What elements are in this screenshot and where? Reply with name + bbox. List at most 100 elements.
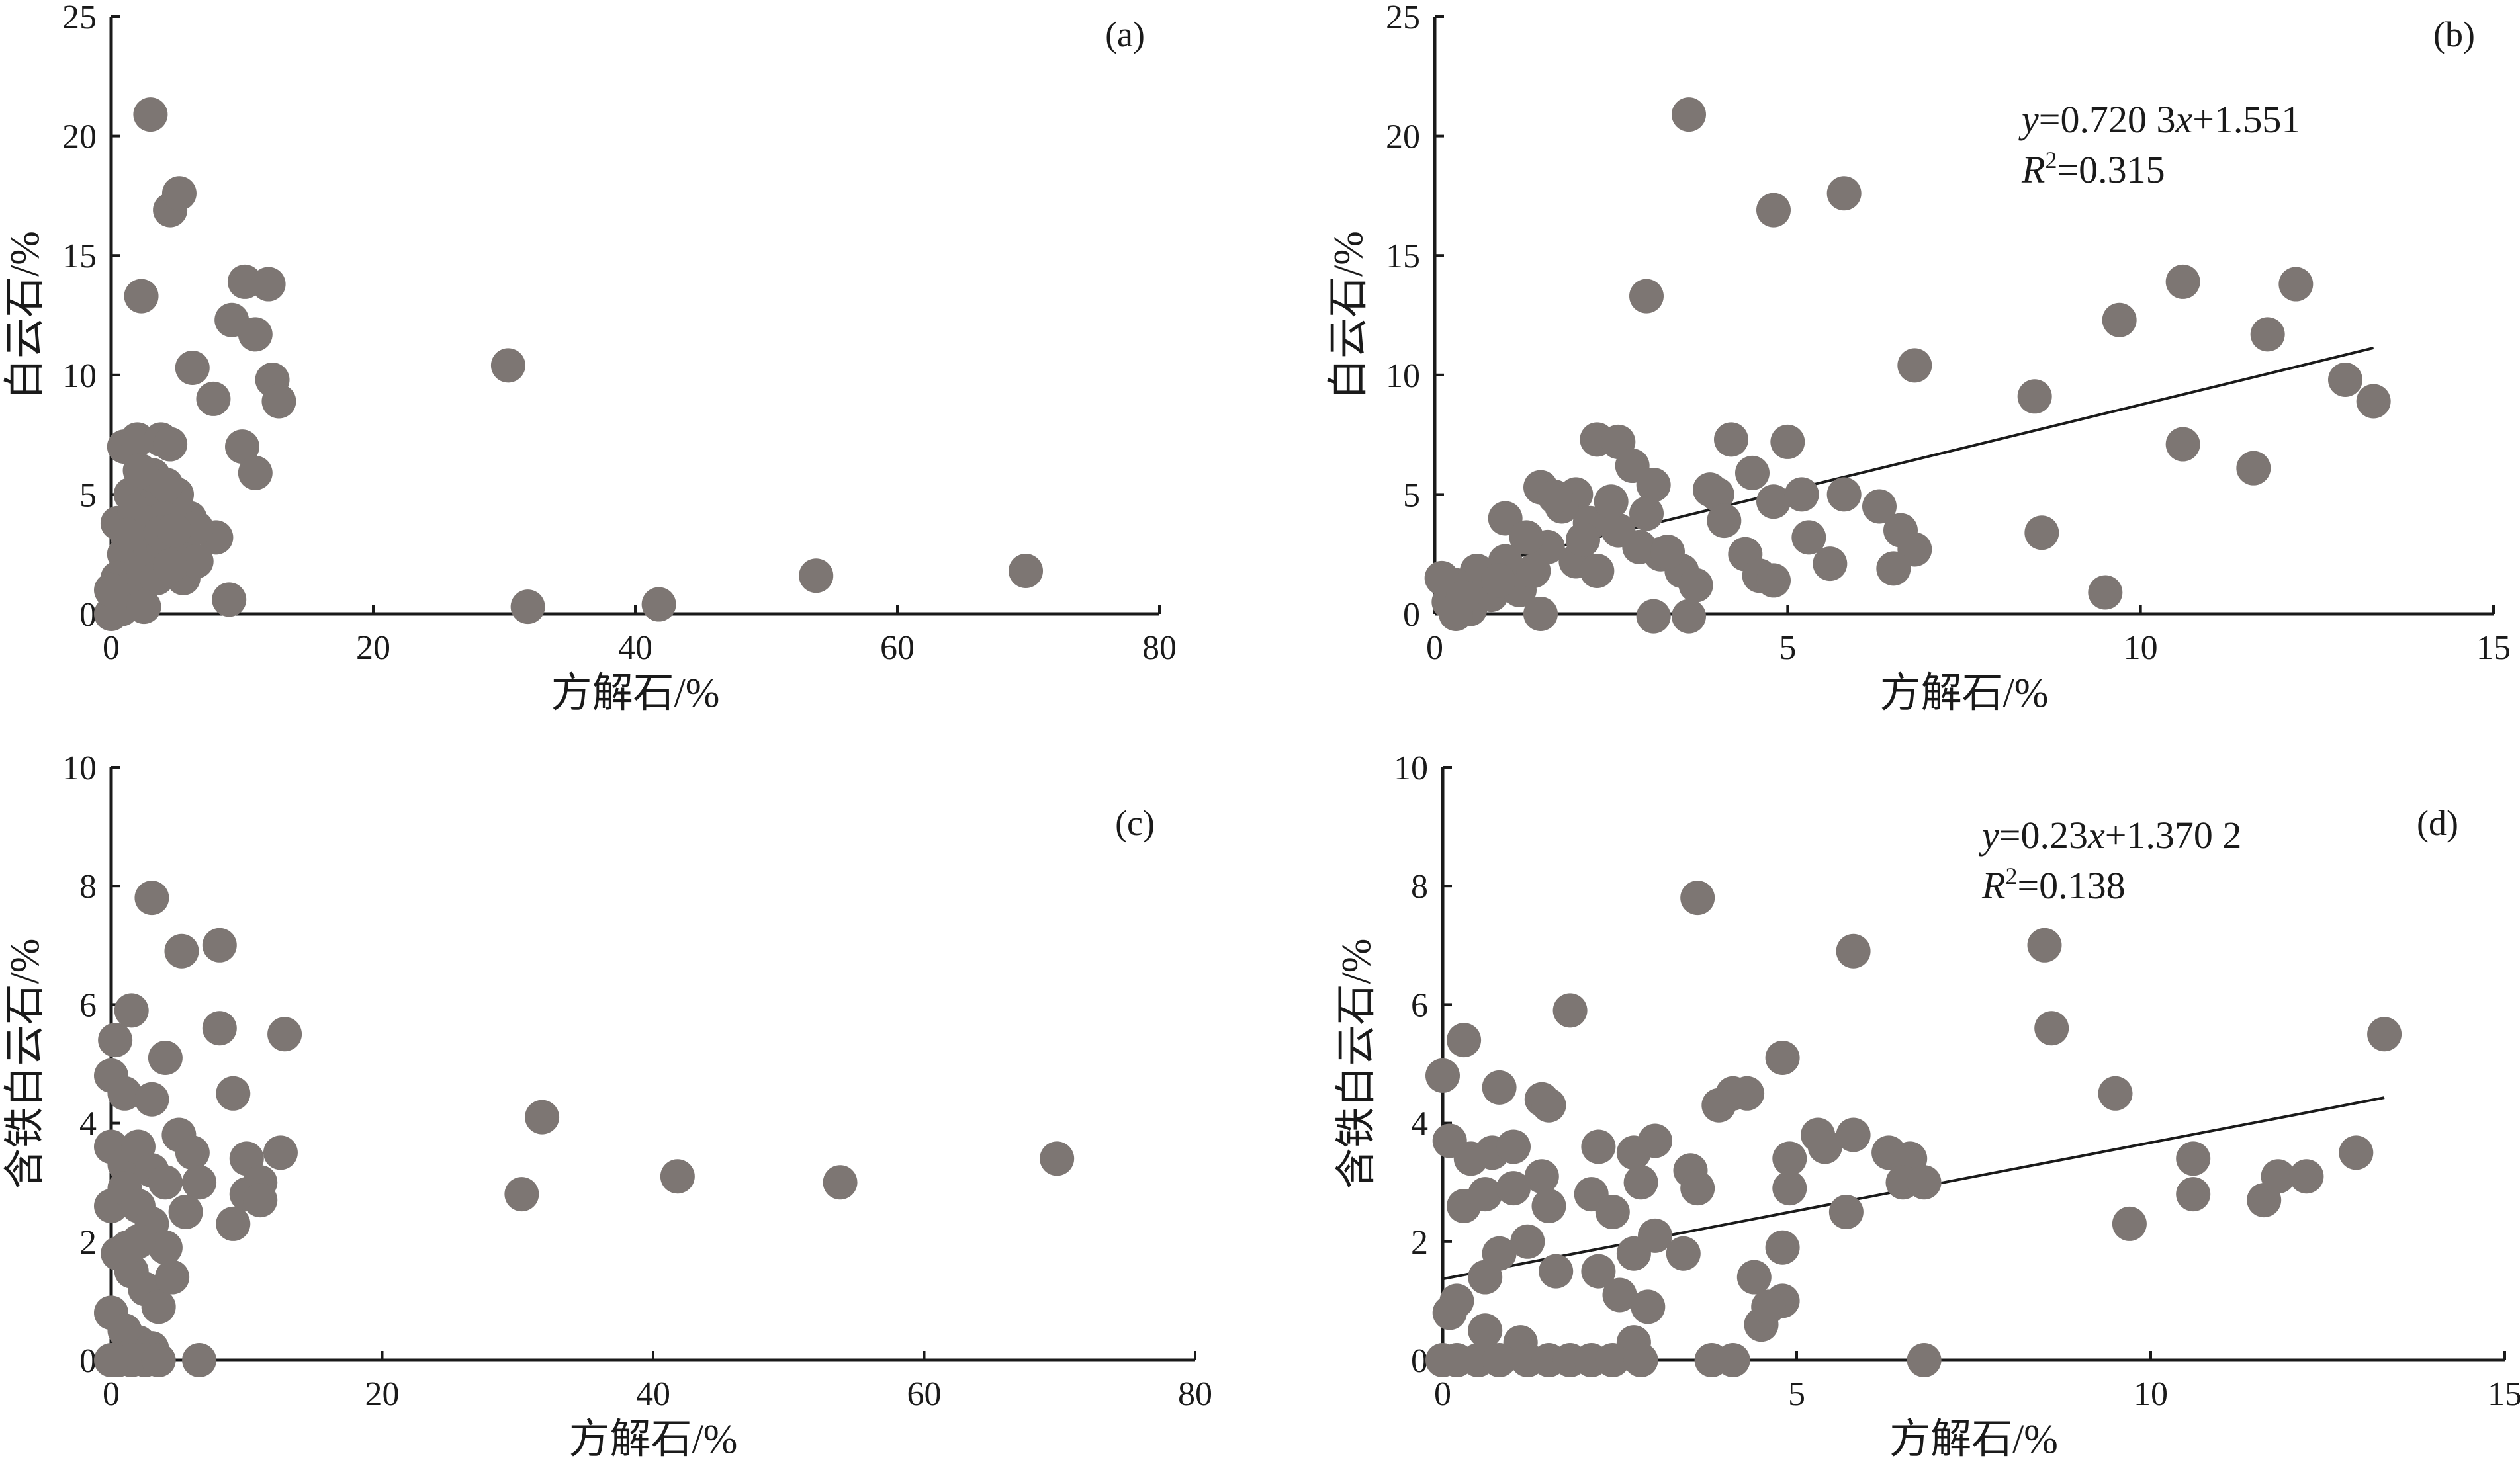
y-tick-label: 25 bbox=[62, 0, 97, 36]
regression-equation: y=0.720 3x+1.551 bbox=[2018, 98, 2300, 141]
y-axis-title: 含铁白云石/% bbox=[1334, 939, 1379, 1189]
y-tick-label: 5 bbox=[79, 476, 97, 514]
scatter-point bbox=[1826, 477, 1862, 512]
scatter-point bbox=[134, 881, 169, 916]
y-tick-label: 0 bbox=[1403, 596, 1420, 634]
scatter-point bbox=[212, 582, 247, 617]
scatter-point bbox=[1425, 1058, 1460, 1093]
scatter-point bbox=[1638, 1123, 1672, 1158]
y-tick-label: 5 bbox=[1403, 476, 1420, 514]
scatter-point bbox=[1496, 1129, 1531, 1164]
scatter-point bbox=[1445, 580, 1480, 615]
r-squared: R2=0.315 bbox=[2021, 147, 2165, 191]
y-tick-label: 8 bbox=[1411, 868, 1428, 906]
scatter-point bbox=[799, 558, 834, 593]
y-tick-label: 20 bbox=[1386, 118, 1420, 156]
scatter-point bbox=[1468, 1177, 1503, 1212]
scatter-point bbox=[1468, 1313, 1503, 1348]
scatter-point bbox=[1481, 563, 1515, 598]
scatter-point bbox=[1770, 424, 1805, 459]
scatter-point bbox=[148, 1041, 183, 1076]
scatter-point bbox=[2176, 1141, 2211, 1176]
scatter-point bbox=[1447, 1023, 1482, 1058]
scatter-point bbox=[1813, 546, 1848, 582]
scatter-point bbox=[1636, 599, 1671, 634]
y-axis-title: 白云石/% bbox=[1326, 231, 1371, 400]
scatter-point bbox=[2088, 575, 2123, 610]
scatter-point bbox=[1784, 477, 1819, 512]
x-tick-label: 10 bbox=[2134, 1375, 2168, 1413]
scatter-point bbox=[1650, 535, 1685, 570]
scatter-point bbox=[525, 1100, 560, 1135]
scatter-point bbox=[510, 589, 545, 625]
panel-label: (c) bbox=[1115, 803, 1155, 843]
scatter-point bbox=[1730, 1076, 1765, 1111]
scatter-point bbox=[109, 517, 144, 552]
scatter-point bbox=[1736, 1260, 1772, 1295]
equation-part: =0.23 bbox=[1999, 814, 2088, 857]
equation-part: x bbox=[2087, 814, 2105, 857]
r-superscript: 2 bbox=[2005, 863, 2017, 889]
scatter-point bbox=[2250, 317, 2285, 352]
scatter-point bbox=[267, 1017, 302, 1052]
scatter-point bbox=[182, 1165, 217, 1200]
x-tick-label: 5 bbox=[1779, 629, 1796, 667]
scatter-point bbox=[1672, 599, 1706, 634]
scatter-point bbox=[216, 1076, 251, 1111]
scatter-point bbox=[1765, 1041, 1800, 1076]
scatter-point bbox=[1715, 1343, 1750, 1377]
chart-panel-a: 0 5 10 15 20 25 0 20 40 60 80 方解石/% 白云石/% (a) bbox=[3, 0, 1177, 716]
scatter-point bbox=[1828, 1195, 1864, 1229]
x-tick-label: 40 bbox=[618, 629, 652, 667]
scatter-point bbox=[1496, 1171, 1531, 1206]
scatter-point bbox=[182, 1343, 217, 1377]
scatter-point bbox=[1772, 1141, 1807, 1176]
scatter-point bbox=[2102, 302, 2137, 337]
x-axis-title: 方解石/% bbox=[569, 1417, 738, 1462]
scatter-point bbox=[202, 928, 237, 963]
y-tick-label: 4 bbox=[79, 1105, 97, 1143]
scatter-point bbox=[1751, 1289, 1786, 1324]
scatter-point bbox=[2017, 379, 2052, 414]
equation-part: +1.370 2 bbox=[2105, 814, 2242, 857]
scatter-point bbox=[660, 1159, 695, 1194]
y-tick-label: 10 bbox=[62, 750, 97, 787]
scatter-point bbox=[1009, 553, 1044, 588]
y-tick-label: 0 bbox=[79, 1342, 97, 1380]
scatter-point bbox=[110, 1230, 145, 1265]
scatter-point bbox=[2278, 267, 2314, 302]
scatter-point bbox=[1510, 1224, 1545, 1259]
scatter-point bbox=[1516, 553, 1551, 588]
x-axis-title: 方解石/% bbox=[551, 671, 720, 716]
x-tick-label: 5 bbox=[1788, 1375, 1805, 1413]
scatter-point bbox=[2367, 1017, 2402, 1052]
scatter-point bbox=[148, 1230, 183, 1265]
scatter-point bbox=[2289, 1159, 2324, 1194]
panel-label: (b) bbox=[2433, 15, 2475, 54]
chart-panel-b: 0 5 10 15 20 25 0 5 10 15 方解石/% 白云石/% (b) y=0.720 3x+… bbox=[1326, 0, 2511, 716]
scatter-point bbox=[2165, 264, 2200, 299]
y-tick-label: 15 bbox=[62, 237, 97, 275]
scatter-point bbox=[1791, 520, 1826, 555]
y-tick-label: 10 bbox=[1386, 357, 1420, 395]
scatter-point bbox=[1756, 193, 1791, 228]
x-tick-label: 0 bbox=[1434, 1375, 1451, 1413]
scatter-point bbox=[1826, 176, 1862, 211]
scatter-point bbox=[2027, 928, 2062, 963]
y-tick-label: 2 bbox=[1411, 1224, 1428, 1262]
scatter-point bbox=[175, 1135, 210, 1170]
scatter-points bbox=[94, 97, 1044, 631]
scatter-point bbox=[161, 176, 197, 211]
x-tick-label: 10 bbox=[2124, 629, 2158, 667]
scatter-point bbox=[120, 422, 155, 457]
scatter-point bbox=[1581, 1254, 1616, 1289]
scatter-point bbox=[261, 384, 296, 419]
equation-part: y bbox=[1979, 814, 1999, 857]
x-axis-title: 方解石/% bbox=[1880, 671, 2049, 716]
scatter-point bbox=[1552, 993, 1588, 1028]
scatter-point bbox=[641, 587, 676, 622]
scatter-points bbox=[1425, 881, 2402, 1377]
regression-equation: y=0.23x+1.370 2 bbox=[1979, 814, 2241, 857]
scatter-point bbox=[1509, 520, 1544, 555]
scatter-point bbox=[164, 933, 199, 969]
